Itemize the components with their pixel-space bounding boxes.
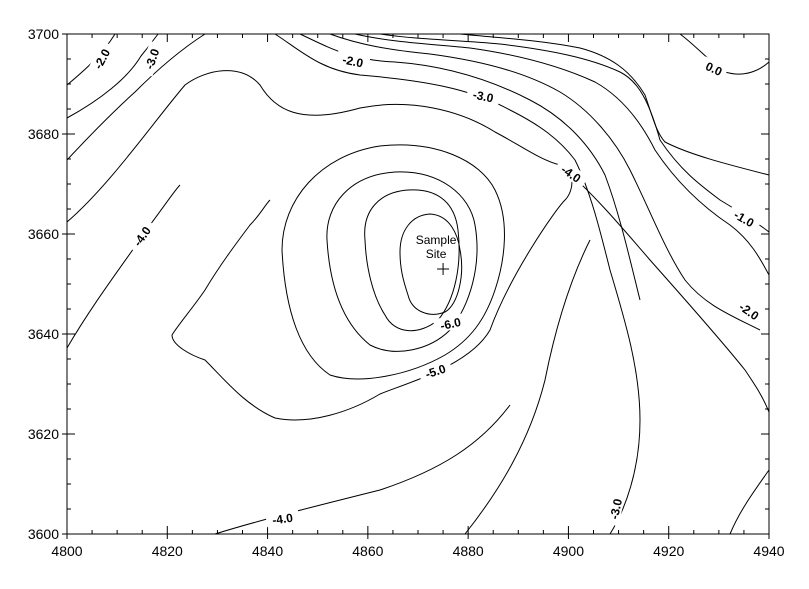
contour-line	[730, 470, 769, 534]
contour-label: -4.0	[265, 509, 300, 528]
y-tick-label: 3660	[28, 226, 59, 242]
contour-label-text: -6.0	[439, 315, 462, 333]
x-tick-label: 4800	[51, 543, 82, 559]
y-tick-label: 3680	[28, 126, 59, 142]
contour-label: -2.0	[335, 50, 370, 71]
contour-label: -4.0	[553, 158, 588, 189]
contour-label: -2.0	[731, 296, 766, 327]
contour-line	[215, 405, 510, 534]
contour-line	[67, 34, 205, 160]
x-tick-label: 4860	[352, 543, 383, 559]
contour-lines	[67, 34, 769, 534]
axis-ticks	[62, 34, 769, 539]
x-tick-label: 4920	[653, 543, 684, 559]
contour-label: 0.0	[699, 56, 729, 80]
contour-label: -4.0	[126, 218, 157, 253]
y-axis-tick-labels: 3600 3620 3640 3660 3680 3700	[28, 26, 59, 542]
contour-line	[67, 185, 180, 348]
contour-value-labels: -2.0 -3.0 -2.0 -3.0 -4.0 0.0 -1.0 -2.0 -4.0 -6.0 -…	[87, 41, 767, 528]
contour-line	[460, 34, 769, 175]
x-axis-tick-labels: 4800 4820 4840 4860 4880 4900 4920 4940	[51, 543, 784, 559]
contour-label-text: -4.0	[271, 511, 294, 528]
contour-label: -5.0	[417, 359, 453, 383]
x-tick-label: 4940	[753, 543, 784, 559]
contour-line	[465, 240, 590, 534]
contour-label: -3.0	[605, 491, 626, 526]
contour-label-text: -2.0	[341, 53, 364, 71]
y-tick-label: 3700	[28, 26, 59, 42]
x-tick-label: 4840	[252, 543, 283, 559]
x-tick-label: 4880	[453, 543, 484, 559]
x-tick-label: 4820	[152, 543, 183, 559]
site-label-line2: Site	[426, 247, 447, 261]
contour-line	[282, 145, 504, 379]
y-tick-label: 3620	[28, 426, 59, 442]
contour-label: -3.0	[466, 85, 501, 106]
site-label-line1: Sample	[416, 233, 457, 247]
y-tick-label: 3600	[28, 526, 59, 542]
contour-line	[275, 34, 640, 534]
contour-label-text: -3.0	[472, 88, 495, 106]
y-tick-label: 3640	[28, 326, 59, 342]
contour-label: -1.0	[726, 204, 762, 233]
contour-label: -2.0	[87, 41, 116, 77]
plot-frame	[67, 34, 769, 534]
plot-border	[67, 34, 769, 534]
contour-line	[400, 214, 462, 314]
contour-label: -6.0	[433, 313, 468, 334]
contour-label-text: -3.0	[607, 497, 625, 520]
x-tick-label: 4900	[553, 543, 584, 559]
contour-label: -3.0	[139, 41, 164, 77]
